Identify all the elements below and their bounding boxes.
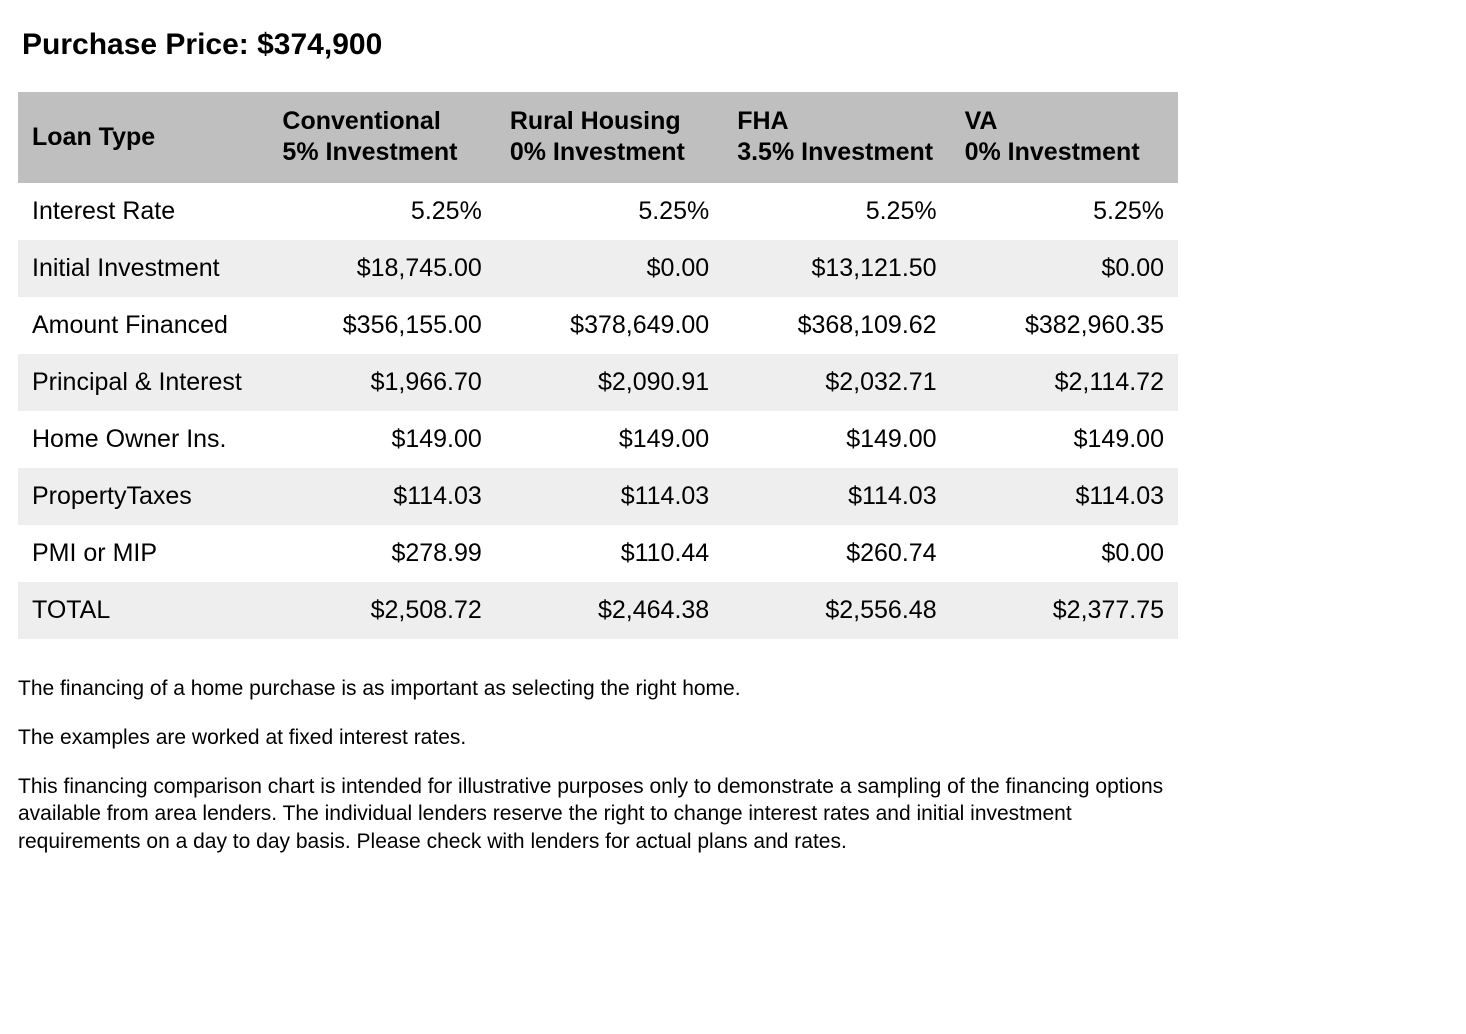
row-value: $114.03 xyxy=(496,468,723,525)
row-value: $149.00 xyxy=(268,411,495,468)
row-label: Initial Investment xyxy=(18,240,268,297)
header-col-name: Conventional xyxy=(282,107,440,135)
row-value: 5.25% xyxy=(268,183,495,240)
row-value: $2,032.71 xyxy=(723,354,950,411)
row-value: $2,090.91 xyxy=(496,354,723,411)
row-value: $18,745.00 xyxy=(268,240,495,297)
table-header-row: Loan Type Conventional 5% Investment Rur… xyxy=(18,92,1178,183)
row-value: $149.00 xyxy=(496,411,723,468)
header-col-sub: 0% Investment xyxy=(965,137,1168,168)
row-label: Principal & Interest xyxy=(18,354,268,411)
financing-table: Loan Type Conventional 5% Investment Rur… xyxy=(18,92,1178,639)
row-value: $114.03 xyxy=(268,468,495,525)
header-col-sub: 0% Investment xyxy=(510,137,713,168)
row-value: $114.03 xyxy=(951,468,1178,525)
header-col-name: FHA xyxy=(737,107,788,135)
table-row: Initial Investment $18,745.00 $0.00 $13,… xyxy=(18,240,1178,297)
row-value: 5.25% xyxy=(723,183,950,240)
row-label: Home Owner Ins. xyxy=(18,411,268,468)
row-value: $2,114.72 xyxy=(951,354,1178,411)
header-col-name: Rural Housing xyxy=(510,107,681,135)
row-value: $278.99 xyxy=(268,525,495,582)
row-value: $1,966.70 xyxy=(268,354,495,411)
note-paragraph: The examples are worked at fixed interes… xyxy=(18,724,1178,751)
row-label: TOTAL xyxy=(18,582,268,639)
row-value: $382,960.35 xyxy=(951,297,1178,354)
row-value: $368,109.62 xyxy=(723,297,950,354)
row-value: 5.25% xyxy=(496,183,723,240)
note-paragraph: This financing comparison chart is inten… xyxy=(18,773,1178,855)
table-row: Principal & Interest $1,966.70 $2,090.91… xyxy=(18,354,1178,411)
header-col-rural-housing: Rural Housing 0% Investment xyxy=(496,92,723,183)
row-value: $260.74 xyxy=(723,525,950,582)
header-col-sub: 5% Investment xyxy=(282,137,485,168)
header-label: Loan Type xyxy=(18,92,268,183)
row-value: $110.44 xyxy=(496,525,723,582)
row-value: $356,155.00 xyxy=(268,297,495,354)
table-row: TOTAL $2,508.72 $2,464.38 $2,556.48 $2,3… xyxy=(18,582,1178,639)
notes: The financing of a home purchase is as i… xyxy=(18,675,1178,855)
row-value: $114.03 xyxy=(723,468,950,525)
row-value: $0.00 xyxy=(951,240,1178,297)
table-row: Home Owner Ins. $149.00 $149.00 $149.00 … xyxy=(18,411,1178,468)
note-paragraph: The financing of a home purchase is as i… xyxy=(18,675,1178,702)
row-label: PropertyTaxes xyxy=(18,468,268,525)
row-value: $13,121.50 xyxy=(723,240,950,297)
row-label: PMI or MIP xyxy=(18,525,268,582)
header-col-name: VA xyxy=(965,107,998,135)
header-col-sub: 3.5% Investment xyxy=(737,137,940,168)
table-row: Interest Rate 5.25% 5.25% 5.25% 5.25% xyxy=(18,183,1178,240)
row-value: $149.00 xyxy=(723,411,950,468)
row-value: $149.00 xyxy=(951,411,1178,468)
row-value: 5.25% xyxy=(951,183,1178,240)
header-col-fha: FHA 3.5% Investment xyxy=(723,92,950,183)
header-col-conventional: Conventional 5% Investment xyxy=(268,92,495,183)
header-col-va: VA 0% Investment xyxy=(951,92,1178,183)
page-title: Purchase Price: $374,900 xyxy=(22,28,1448,62)
table-row: PropertyTaxes $114.03 $114.03 $114.03 $1… xyxy=(18,468,1178,525)
title-value: $374,900 xyxy=(257,28,382,61)
row-value: $2,508.72 xyxy=(268,582,495,639)
title-prefix: Purchase Price: xyxy=(22,28,257,61)
row-value: $0.00 xyxy=(951,525,1178,582)
row-label: Amount Financed xyxy=(18,297,268,354)
row-value: $0.00 xyxy=(496,240,723,297)
row-value: $2,464.38 xyxy=(496,582,723,639)
row-value: $2,556.48 xyxy=(723,582,950,639)
row-label: Interest Rate xyxy=(18,183,268,240)
table-row: Amount Financed $356,155.00 $378,649.00 … xyxy=(18,297,1178,354)
table-body: Interest Rate 5.25% 5.25% 5.25% 5.25% In… xyxy=(18,183,1178,639)
table-row: PMI or MIP $278.99 $110.44 $260.74 $0.00 xyxy=(18,525,1178,582)
row-value: $378,649.00 xyxy=(496,297,723,354)
row-value: $2,377.75 xyxy=(951,582,1178,639)
